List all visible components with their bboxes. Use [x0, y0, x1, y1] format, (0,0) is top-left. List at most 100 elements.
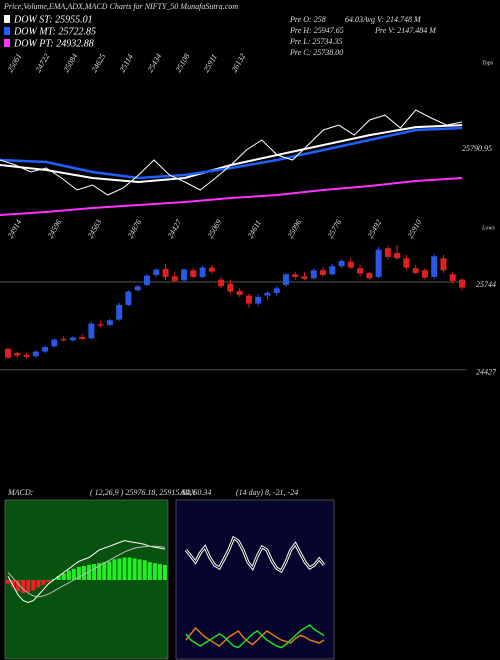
macd-line	[7, 545, 166, 598]
candle-body	[14, 352, 21, 356]
ema-line	[0, 126, 463, 180]
histogram-bar	[112, 559, 117, 580]
candle-body	[218, 279, 225, 287]
candle-body	[320, 270, 327, 275]
candle-body	[394, 252, 401, 259]
candle-body	[134, 286, 141, 291]
info: Pre V: 2147.484 M	[374, 26, 437, 35]
histogram-bar	[152, 563, 157, 580]
histogram-bar	[6, 580, 10, 584]
candle-body	[153, 269, 160, 275]
candle-body	[440, 258, 447, 271]
candle-body	[449, 274, 456, 281]
candle-body	[329, 266, 336, 275]
legend-swatch	[4, 39, 10, 47]
histogram-bar	[66, 570, 71, 580]
page-title: Price,Volume,EMA,ADX,MACD Charts for NIF…	[3, 2, 238, 11]
macd-line	[7, 540, 166, 604]
histogram-bar	[147, 562, 152, 580]
candle-body	[171, 276, 178, 281]
histogram-bar	[31, 580, 36, 591]
candle-body	[88, 323, 95, 339]
histogram-bar	[163, 565, 167, 580]
candle-body	[5, 348, 11, 358]
histogram-bar	[117, 558, 122, 580]
candle-body	[421, 270, 428, 278]
tops-label: Tops	[482, 60, 494, 66]
candle-body	[264, 292, 271, 296]
adx-line	[185, 537, 325, 572]
histogram-bar	[36, 580, 41, 588]
candle-body	[23, 354, 30, 357]
legend-entry: DOW PT: 24932.88	[13, 38, 94, 49]
info: Pre L: 25734.35	[289, 37, 342, 46]
candle-body	[60, 338, 67, 341]
candle-body	[431, 256, 438, 277]
candle-body	[338, 260, 345, 267]
candle-body	[190, 270, 197, 277]
histogram-bar	[92, 564, 97, 580]
candle-body	[245, 295, 252, 304]
candle-body	[403, 258, 410, 268]
histogram-bar	[76, 566, 81, 580]
candle-body	[51, 339, 58, 347]
candle-body	[181, 269, 188, 281]
candle-body	[236, 290, 243, 295]
legend-swatch	[4, 27, 10, 35]
candle-body	[162, 268, 169, 277]
lows-label: Lows	[481, 225, 495, 231]
info: Pre C: 25738.00	[289, 48, 343, 57]
histogram-bar	[41, 580, 46, 585]
histogram-bar	[11, 580, 16, 588]
histogram-bar	[61, 573, 66, 580]
candle-body	[301, 276, 308, 279]
histogram-bar	[56, 576, 61, 580]
legend-entry: DOW ST: 25955.01	[13, 14, 93, 25]
histogram-bar	[26, 580, 31, 593]
histogram-bar	[87, 565, 92, 580]
panel-bg	[175, 499, 335, 660]
info: Pre H: 25947.65	[289, 26, 344, 35]
candle-body	[459, 279, 465, 288]
panel-params: (14 day) 8, -21, -24	[236, 488, 298, 497]
histogram-bar	[127, 557, 132, 580]
candle-body	[384, 248, 391, 257]
histogram-bar	[97, 563, 102, 580]
candle-body	[310, 270, 317, 279]
candle-body	[116, 304, 123, 320]
candle-body	[97, 324, 104, 326]
adx-line	[185, 626, 325, 647]
histogram-bar	[132, 558, 137, 580]
ema-line	[0, 177, 463, 216]
reference-label: 25744	[476, 280, 496, 289]
candle-body	[125, 291, 132, 305]
candle-body	[292, 274, 299, 277]
candle-body	[357, 268, 364, 274]
candle-body	[227, 283, 234, 292]
histogram-bar	[16, 580, 21, 592]
info: Pre O: 258	[289, 15, 326, 24]
panel-params: ( 12,26,9 ) 25976.18, 25915.84, 60.34	[90, 488, 211, 497]
price-line	[0, 109, 463, 196]
reference-label: 24427	[476, 368, 497, 377]
legend-entry: DOW MT: 25722.85	[13, 26, 96, 37]
histogram-bar	[137, 559, 142, 580]
candle-body	[255, 296, 262, 304]
candle-body	[69, 337, 76, 341]
histogram-bar	[142, 560, 147, 580]
legend-swatch	[4, 15, 10, 23]
candle-body	[199, 267, 206, 277]
histogram-bar	[157, 564, 162, 580]
candle-body	[375, 249, 382, 277]
candle-body	[347, 261, 354, 268]
candle-body	[282, 274, 289, 285]
candle-body	[412, 268, 419, 273]
candle-body	[143, 275, 150, 285]
candle-body	[273, 288, 280, 293]
histogram-bar	[81, 565, 86, 580]
candle-body	[208, 267, 215, 272]
panel-label: MACD:	[7, 488, 34, 497]
candle-body	[32, 351, 39, 357]
histogram-bar	[107, 561, 112, 580]
